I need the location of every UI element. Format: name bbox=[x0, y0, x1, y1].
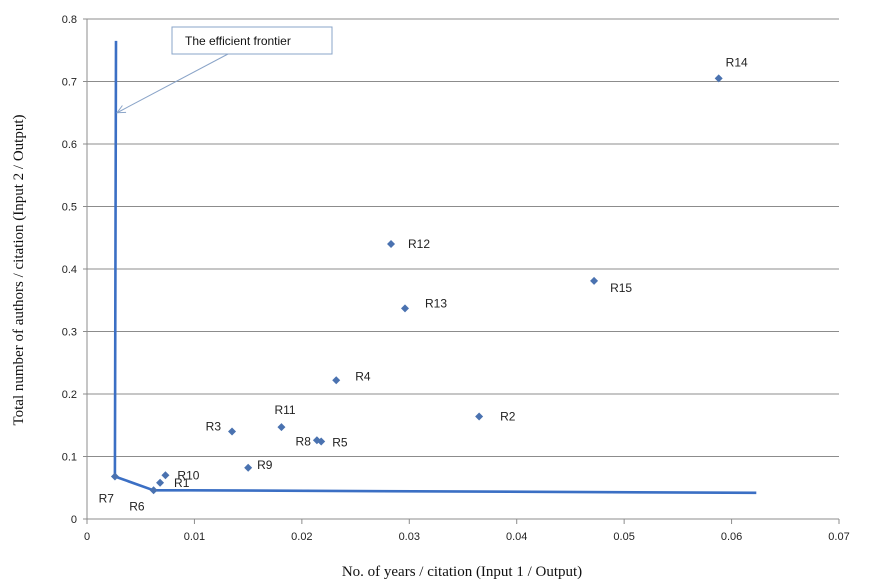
point-label-r9: R9 bbox=[257, 458, 273, 472]
point-label-r3: R3 bbox=[206, 420, 222, 434]
x-axis-title: No. of years / citation (Input 1 / Outpu… bbox=[342, 564, 582, 580]
y-tick-label: 0.5 bbox=[62, 202, 77, 214]
callout-arrow-line bbox=[116, 53, 229, 114]
point-r13 bbox=[400, 304, 409, 313]
y-axis-title: Total number of authors / citation (Inpu… bbox=[11, 115, 27, 426]
point-r3 bbox=[228, 427, 237, 436]
data-points bbox=[110, 74, 723, 495]
x-tick-label: 0.02 bbox=[291, 531, 312, 543]
point-r2 bbox=[475, 412, 484, 421]
point-r15 bbox=[590, 276, 599, 285]
point-label-r15: R15 bbox=[610, 281, 632, 295]
point-label-r10: R10 bbox=[177, 468, 199, 482]
gridlines bbox=[87, 18, 839, 457]
point-label-r7: R7 bbox=[99, 492, 115, 506]
x-axis-ticks: 0 0.01 0.02 0.03 0.04 0.05 0.06 0.07 bbox=[84, 519, 850, 543]
point-r9 bbox=[244, 463, 253, 472]
y-tick-label: 0.7 bbox=[62, 77, 77, 89]
x-tick-label: 0.06 bbox=[721, 531, 742, 543]
point-label-r4: R4 bbox=[355, 369, 371, 383]
y-tick-label: 0.3 bbox=[62, 327, 77, 339]
x-tick-label: 0.07 bbox=[828, 531, 849, 543]
point-labels: R1 R2 R3 R4 R5 R6 R7 R8 R9 R10 R11 R12 R13 R14 R15 bbox=[99, 55, 748, 513]
point-r11 bbox=[277, 423, 286, 432]
x-tick-label: 0.03 bbox=[399, 531, 420, 543]
x-tick-label: 0.01 bbox=[184, 531, 205, 543]
point-r1 bbox=[156, 478, 165, 487]
point-r6 bbox=[149, 486, 158, 495]
y-axis-ticks: 0 0.1 0.2 0.3 0.4 0.5 0.6 0.7 0.8 bbox=[62, 14, 87, 526]
y-tick-label: 0.6 bbox=[62, 139, 77, 151]
point-label-r6: R6 bbox=[129, 499, 145, 513]
point-label-r1: R1 bbox=[174, 476, 190, 490]
point-label-r11: R11 bbox=[274, 403, 295, 417]
point-label-r13: R13 bbox=[425, 296, 447, 310]
point-label-r2: R2 bbox=[500, 410, 516, 424]
point-label-r14: R14 bbox=[726, 55, 748, 69]
point-label-r8: R8 bbox=[296, 434, 312, 448]
point-r14 bbox=[714, 74, 723, 83]
y-tick-label: 0.2 bbox=[62, 389, 77, 401]
point-label-r5: R5 bbox=[332, 436, 348, 450]
x-tick-label: 0 bbox=[84, 531, 90, 543]
y-tick-label: 0.8 bbox=[62, 14, 77, 26]
x-tick-label: 0.05 bbox=[613, 531, 634, 543]
callout-arrow-head bbox=[116, 105, 127, 114]
point-label-r12: R12 bbox=[408, 237, 430, 251]
callout-text: The efficient frontier bbox=[185, 34, 291, 48]
frontier-callout: The efficient frontier bbox=[116, 26, 333, 114]
point-r8 bbox=[312, 436, 321, 445]
point-r4 bbox=[332, 376, 341, 385]
point-r10 bbox=[161, 471, 170, 480]
y-tick-label: 0.4 bbox=[62, 264, 77, 276]
callout-box bbox=[171, 26, 333, 55]
point-r7 bbox=[110, 472, 119, 481]
x-tick-label: 0.04 bbox=[506, 531, 527, 543]
y-tick-label: 0 bbox=[71, 514, 77, 526]
y-tick-label: 0.1 bbox=[62, 452, 77, 464]
point-r12 bbox=[387, 240, 396, 248]
